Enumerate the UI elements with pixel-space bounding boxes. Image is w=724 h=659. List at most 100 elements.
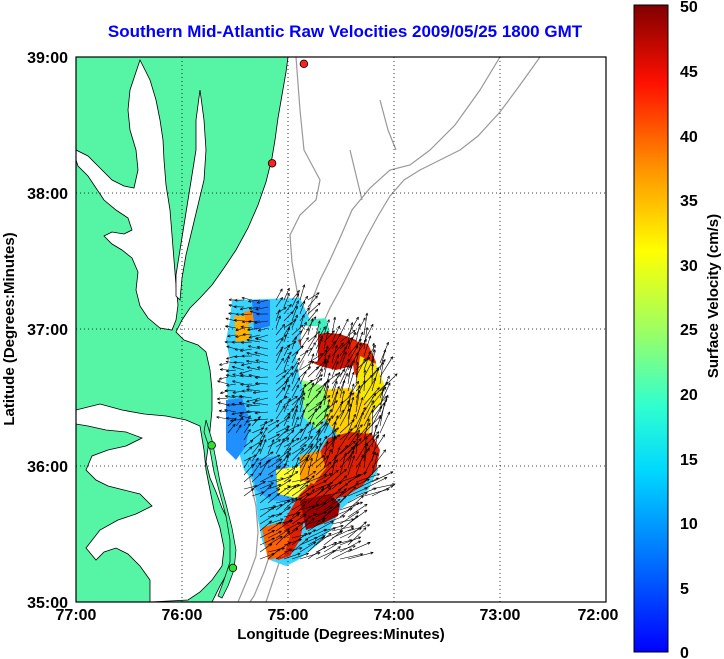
velocity-arrow [307, 421, 324, 434]
velocity-arrow [256, 299, 269, 304]
velocity-arrow [307, 536, 324, 553]
velocity-arrow [339, 474, 360, 490]
velocity-arrow [307, 519, 326, 532]
velocity-arrow [275, 348, 283, 364]
velocity-arrow [315, 498, 335, 511]
velocity-arrow [323, 488, 342, 504]
velocity-arrow [267, 424, 280, 434]
velocity-arrow [299, 512, 317, 525]
velocity-arrow [323, 372, 331, 392]
velocity-arrow [299, 295, 309, 308]
velocity-arrow [307, 378, 323, 392]
velocity-arrow [363, 312, 369, 336]
velocity-arrow [255, 382, 269, 385]
velocity-arrow [275, 288, 283, 301]
velocity-arrow [275, 338, 284, 350]
velocity-arrow [291, 484, 309, 497]
velocity-arrow [307, 318, 314, 336]
velocity-arrow [339, 345, 347, 364]
station-markers [207, 59, 309, 573]
velocity-arrow [371, 471, 394, 483]
velocity-arrow [216, 415, 229, 420]
velocity-arrow [371, 416, 382, 441]
velocity-arrow [331, 445, 349, 462]
map-title: Southern Mid-Atlantic Raw Velocities 200… [107, 22, 583, 41]
velocity-arrow [315, 326, 326, 343]
velocity-arrow [275, 425, 290, 434]
velocity-arrow [275, 315, 281, 329]
velocity-arrow [247, 345, 261, 350]
velocity-arrow [259, 537, 275, 546]
velocity-arrow [267, 548, 281, 560]
velocity-arrow [355, 432, 373, 448]
velocity-arrow [233, 305, 245, 309]
velocity-arrow [246, 366, 261, 371]
colorbar-label: Surface Velocity (cm/s) [705, 214, 722, 378]
velocity-arrow [254, 397, 269, 402]
velocity-arrow [307, 445, 319, 462]
velocity-arrow [315, 482, 334, 490]
velocity-arrow [291, 532, 308, 546]
velocity-arrow [299, 485, 315, 497]
velocity-arrow [323, 319, 330, 336]
velocity-arrow [331, 345, 338, 364]
velocity-arrow [371, 409, 375, 434]
velocity-arrow [239, 411, 253, 415]
velocity-arrow [291, 314, 298, 329]
velocity-arrow [347, 487, 368, 497]
velocity-arrow [331, 495, 347, 511]
velocity-arrow [347, 365, 353, 385]
velocity-arrow [283, 398, 291, 413]
velocity-arrow [331, 545, 356, 553]
velocity-arrow [233, 318, 245, 322]
velocity-arrow [254, 375, 269, 379]
velocity-arrow [299, 349, 308, 364]
y-tick-label: 35:00 [27, 595, 68, 612]
velocity-arrow [240, 374, 253, 378]
velocity-arrow [291, 290, 300, 301]
velocity-arrow [307, 382, 315, 399]
velocity-arrow [283, 365, 294, 378]
velocity-arrow [238, 401, 253, 406]
velocity-arrow [259, 520, 272, 532]
velocity-arrow [283, 527, 299, 539]
velocity-arrow [323, 546, 341, 560]
velocity-arrow [339, 425, 358, 441]
velocity-arrow [259, 434, 266, 448]
velocity-arrow [267, 419, 280, 427]
velocity-arrow [241, 389, 253, 393]
velocity-arrow [331, 371, 340, 392]
velocity-arrow [267, 458, 283, 469]
velocity-arrow [254, 320, 269, 324]
velocity-arrow [323, 448, 332, 469]
velocity-arrow [256, 345, 269, 350]
velocity-arrow [347, 492, 368, 504]
velocity-arrow [339, 372, 348, 392]
velocity-arrow [275, 346, 284, 357]
velocity-arrow [299, 475, 315, 490]
velocity-arrow [255, 337, 269, 343]
velocity-arrow [339, 358, 350, 378]
velocity-arrow [363, 335, 372, 357]
velocity-arrow [283, 439, 294, 455]
velocity-arrow [363, 418, 370, 441]
velocity-arrow [347, 391, 353, 413]
velocity-arrow [339, 501, 363, 511]
velocity-arrow [283, 552, 301, 560]
velocity-arrow [283, 412, 291, 427]
velocity-arrow [347, 424, 363, 441]
velocity-arrow [379, 361, 385, 385]
velocity-arrow [275, 479, 292, 490]
velocity-arrow [291, 514, 307, 525]
velocity-arrow [259, 420, 268, 434]
velocity-arrow [267, 530, 282, 539]
velocity-arrow [242, 333, 253, 336]
velocity-arrow [379, 373, 398, 392]
velocity-arrow [275, 399, 282, 413]
velocity-arrow [243, 415, 251, 427]
velocity-arrow [275, 497, 295, 504]
colorbar-tick-label: 10 [680, 516, 698, 533]
velocity-arrow [347, 527, 367, 546]
velocity-arrow [254, 411, 269, 415]
velocity-arrow [235, 416, 244, 427]
